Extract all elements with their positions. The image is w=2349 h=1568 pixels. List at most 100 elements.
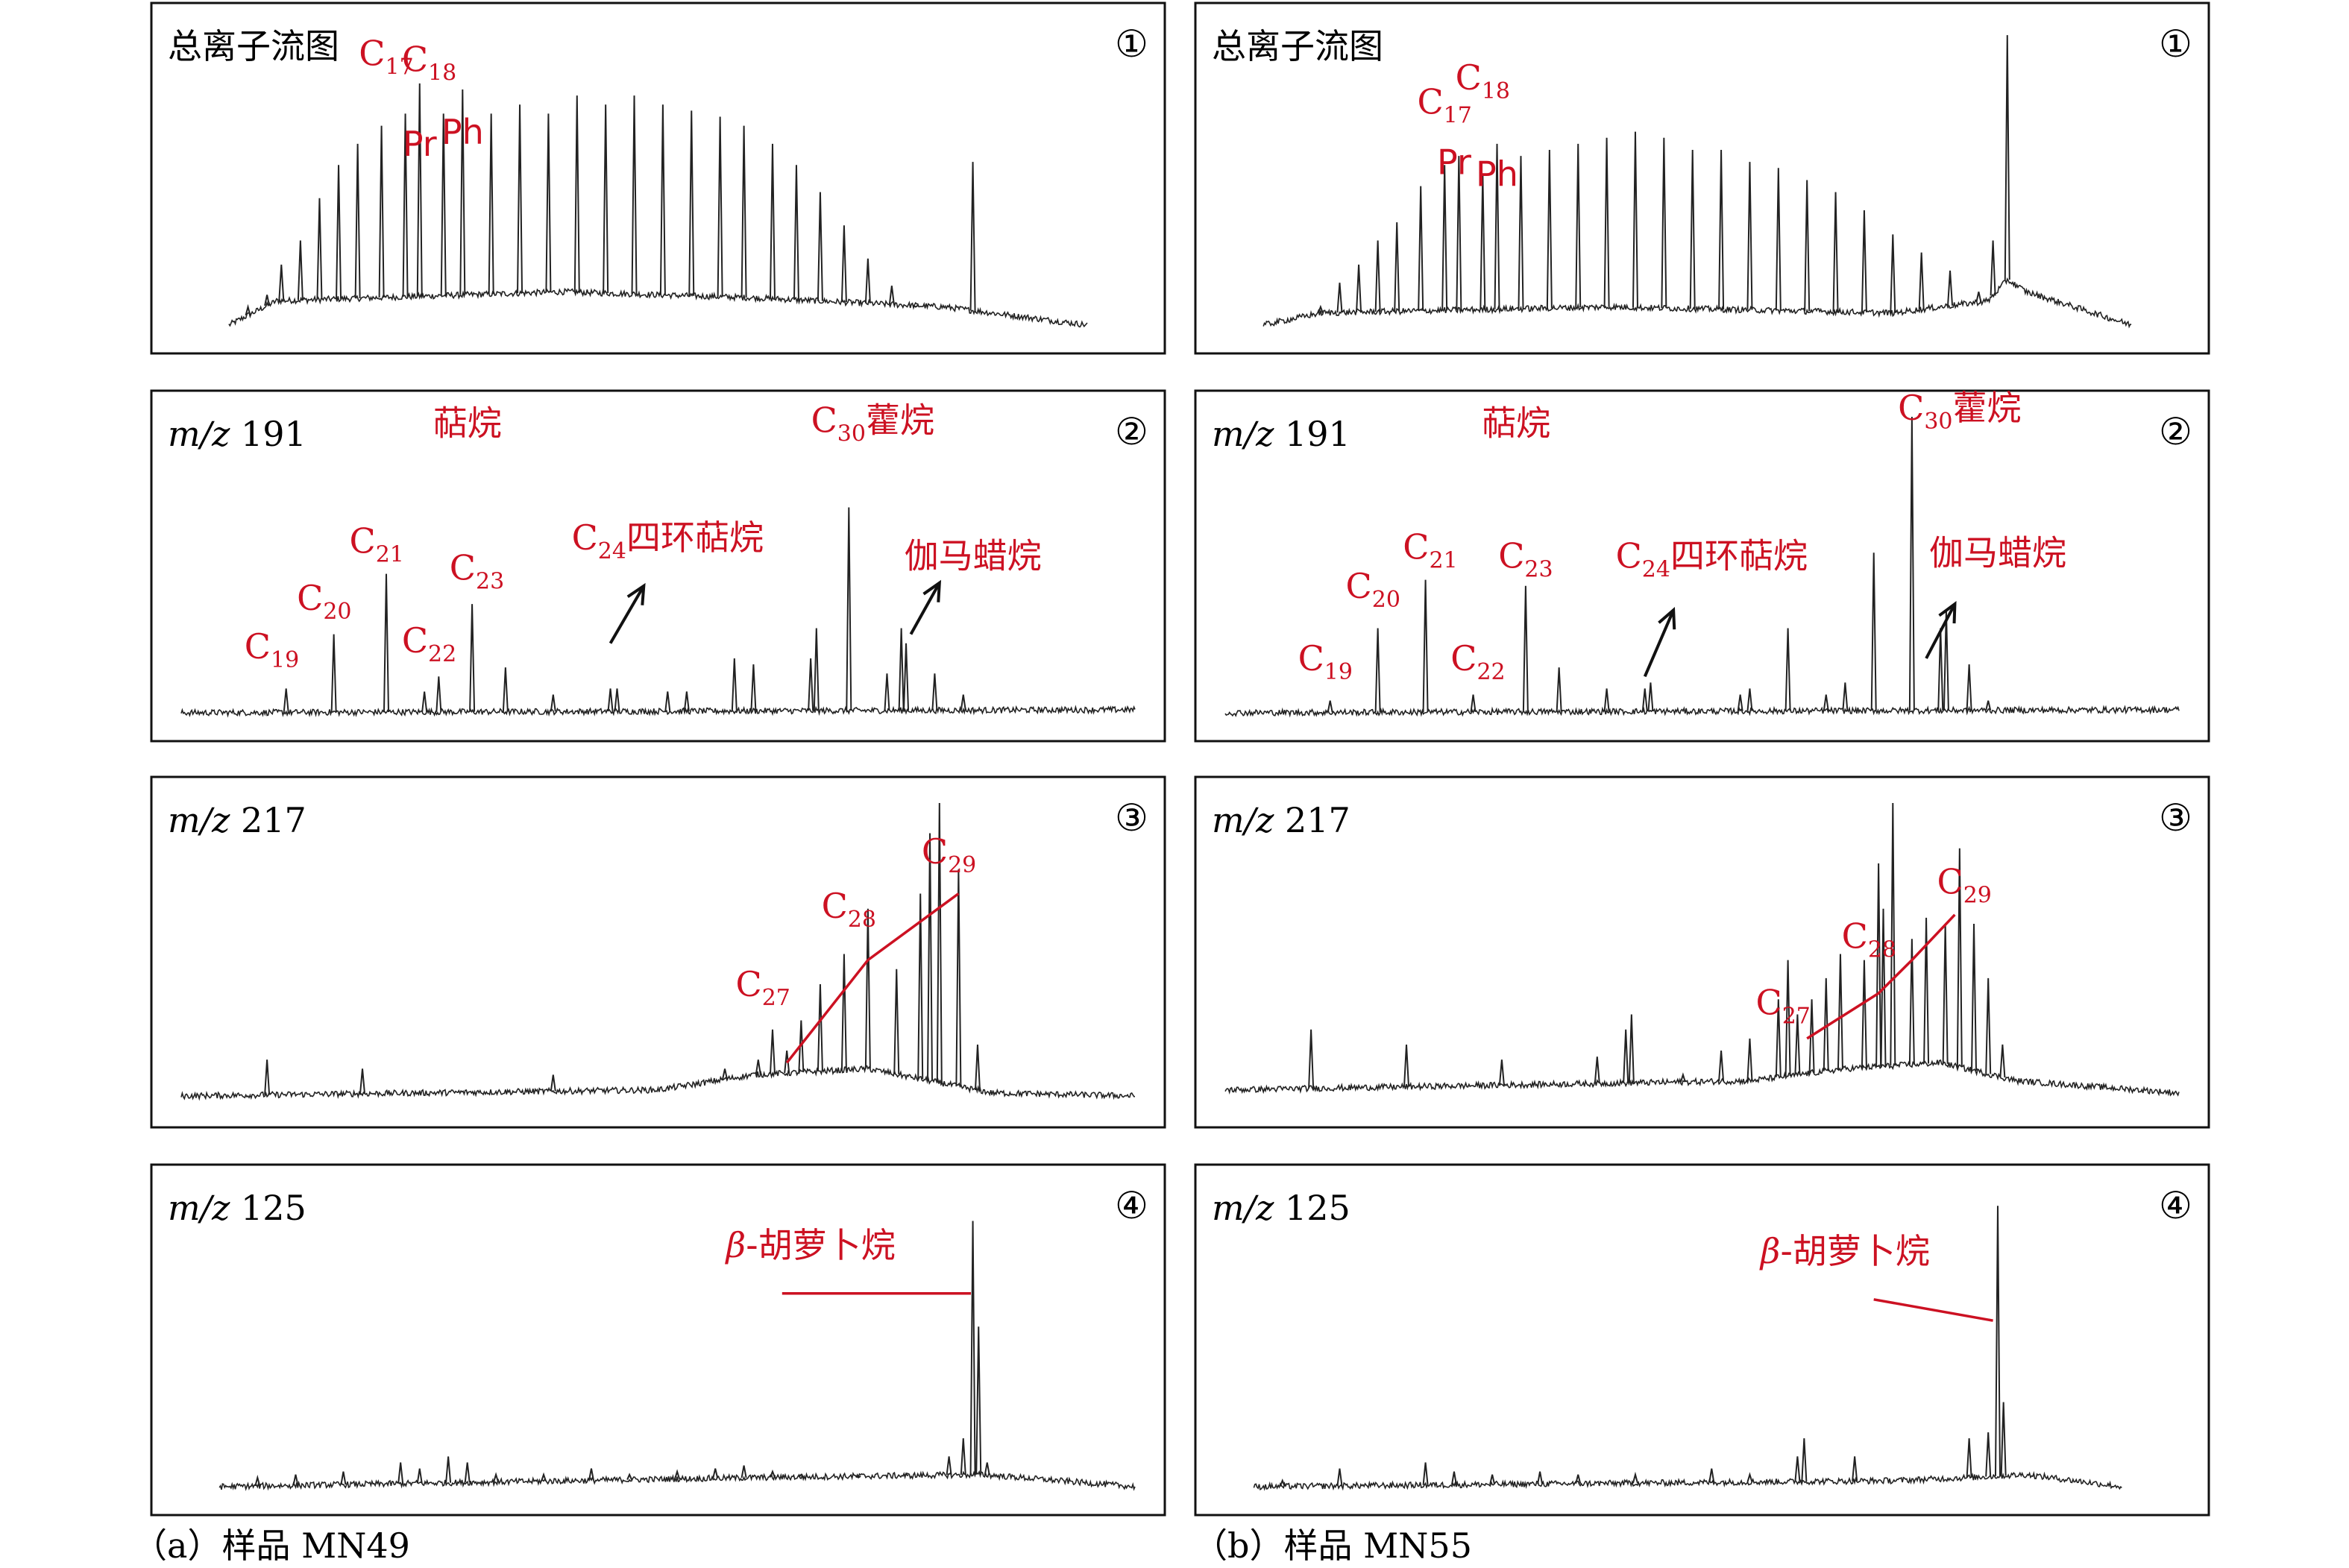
chromatogram-peak — [846, 507, 852, 711]
chromatogram-peak — [1861, 210, 1867, 312]
chromatogram-peak — [931, 673, 938, 711]
chromatogram-trace — [1224, 1059, 2180, 1097]
peak-label: C22 — [1450, 638, 1505, 685]
chromatogram-peak — [903, 643, 910, 711]
panel-b3: m/z 217 ③ C27 C28 C29 — [1194, 775, 2210, 1129]
chromatogram-peak — [1422, 1462, 1429, 1485]
panel-number: ③ — [1115, 796, 1148, 840]
panel-frame — [1194, 775, 2210, 1129]
chromatogram-trace — [180, 705, 1136, 718]
peak-label: C17 — [359, 34, 413, 81]
chromatogram-peak — [1956, 848, 1963, 1068]
peak-label: β-胡萝卜烷 — [1759, 1231, 1930, 1271]
caption-a-label: 样品 — [221, 1526, 291, 1566]
chromatogram-peak — [1966, 1438, 1972, 1478]
panel-title: 总离子流图 — [168, 26, 339, 66]
peak-label: C18 — [1456, 57, 1510, 104]
chromatogram-peak — [864, 908, 871, 1069]
chromatogram-peak — [1441, 165, 1448, 311]
peak-label: 萜烷 — [1482, 403, 1550, 443]
chromatogram-peak — [1522, 585, 1529, 712]
chromatogram-peak — [731, 658, 738, 711]
arrow-shaft — [609, 585, 646, 644]
chromatogram-peak — [936, 802, 943, 1083]
chromatogram-peak — [1861, 960, 1867, 1068]
chromatogram-peak — [969, 1221, 976, 1475]
chromatogram-peak — [488, 113, 494, 295]
peak-label: C17 — [1417, 81, 1471, 128]
chromatogram-peak — [1746, 162, 1753, 310]
chromatogram-peak — [1708, 1468, 1715, 1483]
chromatogram-peak — [1623, 1029, 1629, 1083]
chromatogram-peak — [435, 676, 442, 712]
chromatogram-peak — [808, 658, 814, 711]
panel-frame — [1194, 1163, 2210, 1517]
chromatogram-peak — [1422, 579, 1429, 713]
chromatogram-peak — [1641, 688, 1648, 712]
panel-title: m/z 191 — [168, 414, 306, 454]
chromatogram-peak — [1456, 156, 1462, 310]
chromatogram-peak — [960, 694, 966, 711]
chromatogram-peak — [984, 1462, 990, 1476]
chromatogram-peak — [459, 89, 466, 295]
chromatogram-peak — [840, 225, 847, 303]
peak-label: Ph — [1476, 154, 1518, 195]
chromatogram-peak — [550, 694, 556, 712]
chromatogram-peak — [421, 691, 428, 712]
chromatogram-peak — [1647, 682, 1654, 712]
peak-label: C27 — [735, 964, 790, 1011]
chromatogram-peak — [1556, 667, 1562, 712]
chromatogram-peak — [712, 1468, 719, 1479]
chromatogram-peak — [1999, 1044, 2006, 1078]
chromatogram-peak — [297, 240, 304, 300]
chromatogram-peak — [674, 1469, 681, 1479]
chromatogram-peak — [1279, 1479, 1286, 1487]
chromatogram-peak — [740, 1465, 747, 1479]
peak-label: C19 — [1298, 638, 1353, 685]
chromatogram-peak — [2000, 1402, 2007, 1476]
chromatogram-peak — [402, 113, 409, 297]
chromatogram-peak — [1794, 1456, 1801, 1482]
chromatogram-peak — [1947, 270, 1954, 306]
panel-number: ② — [1115, 410, 1148, 453]
chromatogram-peak — [1985, 1432, 1992, 1477]
chromatogram-peak — [1966, 664, 1972, 711]
chromatogram-peak — [469, 604, 476, 712]
chromatogram-peak — [1308, 1029, 1315, 1089]
peak-label: 伽马蜡烷 — [905, 536, 1042, 576]
chromatogram-peak — [264, 1059, 271, 1095]
chromatogram-peak — [1374, 628, 1381, 713]
chromatogram-peak — [1746, 688, 1753, 711]
chromatogram-peak — [1603, 688, 1610, 712]
chromatogram-peak — [254, 1474, 261, 1487]
chromatogram-peak — [1374, 240, 1381, 312]
chromatogram-peak — [813, 628, 820, 711]
chromatogram-peak — [1336, 1468, 1343, 1486]
peak-label: C24四环萜烷 — [1616, 536, 1808, 583]
chromatogram-peak — [1327, 700, 1333, 713]
chromatogram-peak — [1832, 192, 1839, 312]
chromatogram-peak — [1746, 1038, 1753, 1081]
chromatogram-peak — [1394, 222, 1400, 312]
chromatogram-peak — [893, 969, 900, 1074]
peak-label: C23 — [1498, 536, 1553, 583]
chromatogram-trace — [228, 287, 1088, 328]
chromatogram-peak — [864, 258, 871, 303]
chromatogram-peak — [397, 1462, 404, 1484]
chromatogram-peak — [316, 198, 323, 300]
chromatogram-peak — [292, 1474, 299, 1486]
chromatogram-peak — [1737, 694, 1743, 711]
chromatogram-peak — [416, 1468, 423, 1484]
chromatogram-peak — [588, 1468, 594, 1481]
peak-label: C21 — [349, 520, 403, 567]
chromatogram-peak — [502, 667, 509, 712]
chromatogram-peak — [664, 691, 671, 711]
panel-title: m/z 217 — [168, 800, 306, 840]
chromatogram-peak — [740, 125, 747, 298]
chromatogram-peak — [603, 104, 609, 294]
chromatogram-peak — [1498, 1059, 1505, 1086]
chromatogram-peak — [1317, 304, 1324, 314]
chromatogram-peak — [1679, 1072, 1686, 1083]
